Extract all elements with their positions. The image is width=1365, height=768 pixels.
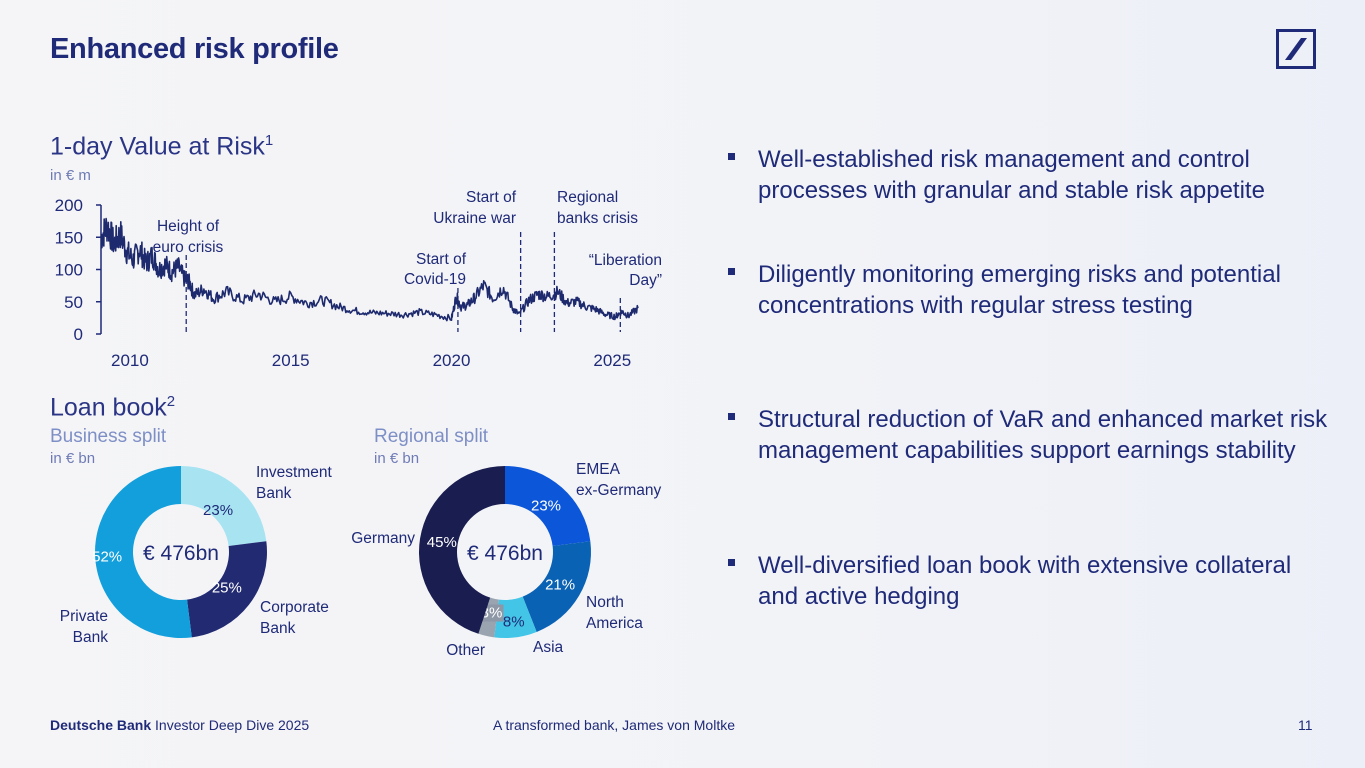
y-tick-label: 0 bbox=[74, 325, 83, 344]
bullet-square-icon bbox=[728, 268, 735, 275]
bullet-item: Well-diversified loan book with extensiv… bbox=[728, 550, 1328, 612]
donut-slice bbox=[181, 466, 267, 546]
bullet-square-icon bbox=[728, 153, 735, 160]
x-tick-label: 2015 bbox=[272, 351, 310, 370]
y-tick-label: 200 bbox=[55, 196, 83, 215]
loan-book-title: Loan book2 bbox=[50, 393, 176, 422]
bullet-item: Well-established risk management and con… bbox=[728, 144, 1328, 206]
business-split-donut: 23% 25% 52% € 476bn Investment Bank Corporate B… bbox=[60, 464, 333, 646]
x-tick-label: 2020 bbox=[433, 351, 471, 370]
donut-value-label: 23% bbox=[531, 497, 561, 514]
donut-slice bbox=[95, 466, 192, 638]
donut-slice bbox=[522, 541, 591, 632]
annotation-label: Start of Ukraine war bbox=[433, 189, 516, 227]
donut-slice bbox=[419, 466, 505, 634]
var-title: 1-day Value at Risk1 bbox=[50, 132, 274, 161]
donut-value-label: 8% bbox=[503, 613, 525, 630]
page-title: Enhanced risk profile bbox=[50, 33, 339, 65]
page-number: 11 bbox=[1298, 717, 1313, 733]
var-line-chart: 0 50 100 150 200 2010 2015 2020 2025 Height of eu… bbox=[55, 189, 662, 370]
donut-center-label: € 476bn bbox=[143, 542, 219, 565]
bullet-item: Structural reduction of VaR and enhanced… bbox=[728, 404, 1328, 466]
donut-value-label: 21% bbox=[545, 577, 575, 594]
y-tick-label: 50 bbox=[64, 293, 83, 312]
regional-split-unit: in € bn bbox=[374, 450, 420, 467]
annotation-label: Height of euro crisis bbox=[153, 218, 224, 256]
var-unit: in € m bbox=[50, 167, 91, 184]
bullet-square-icon bbox=[728, 559, 735, 566]
donut-category-label: EMEA ex-Germany bbox=[576, 461, 662, 499]
donut-category-label: Corporate Bank bbox=[260, 599, 329, 637]
annotation-label: Regional banks crisis bbox=[557, 189, 638, 227]
donut-category-label: Germany bbox=[351, 530, 415, 547]
bullet-square-icon bbox=[728, 413, 735, 420]
donut-category-label: North America bbox=[586, 594, 643, 632]
y-tick-label: 100 bbox=[55, 261, 83, 280]
y-tick-label: 150 bbox=[55, 228, 83, 247]
donut-value-label: 45% bbox=[427, 534, 457, 551]
donut-value-label: 23% bbox=[203, 502, 233, 519]
footer-brand: Deutsche Bank Investor Deep Dive 2025 bbox=[50, 717, 310, 733]
regional-split-title: Regional split bbox=[374, 426, 489, 447]
x-tick-label: 2010 bbox=[111, 351, 149, 370]
donut-value-label: 52% bbox=[92, 549, 122, 566]
donut-slice bbox=[494, 596, 537, 638]
donut-category-label: Private Bank bbox=[60, 608, 108, 646]
donut-category-label: Investment Bank bbox=[256, 464, 333, 502]
donut-value-label: 25% bbox=[212, 580, 242, 597]
donut-category-label: Other bbox=[446, 642, 485, 659]
annotation-label: “Liberation Day” bbox=[589, 252, 662, 289]
bullet-item: Diligently monitoring emerging risks and… bbox=[728, 259, 1328, 321]
footer-subtitle: A transformed bank, James von Moltke bbox=[493, 717, 735, 733]
deutsche-bank-logo-icon bbox=[1276, 29, 1316, 69]
donut-center-label: € 476bn bbox=[467, 542, 543, 565]
donut-category-label: Asia bbox=[533, 639, 564, 656]
annotation-label: Start of Covid-19 bbox=[404, 251, 467, 288]
var-series-line bbox=[100, 217, 639, 322]
business-split-unit: in € bn bbox=[50, 450, 96, 467]
x-tick-label: 2025 bbox=[593, 351, 631, 370]
donut-slice bbox=[505, 466, 591, 546]
donut-slice bbox=[187, 541, 267, 638]
business-split-title: Business split bbox=[50, 426, 167, 447]
